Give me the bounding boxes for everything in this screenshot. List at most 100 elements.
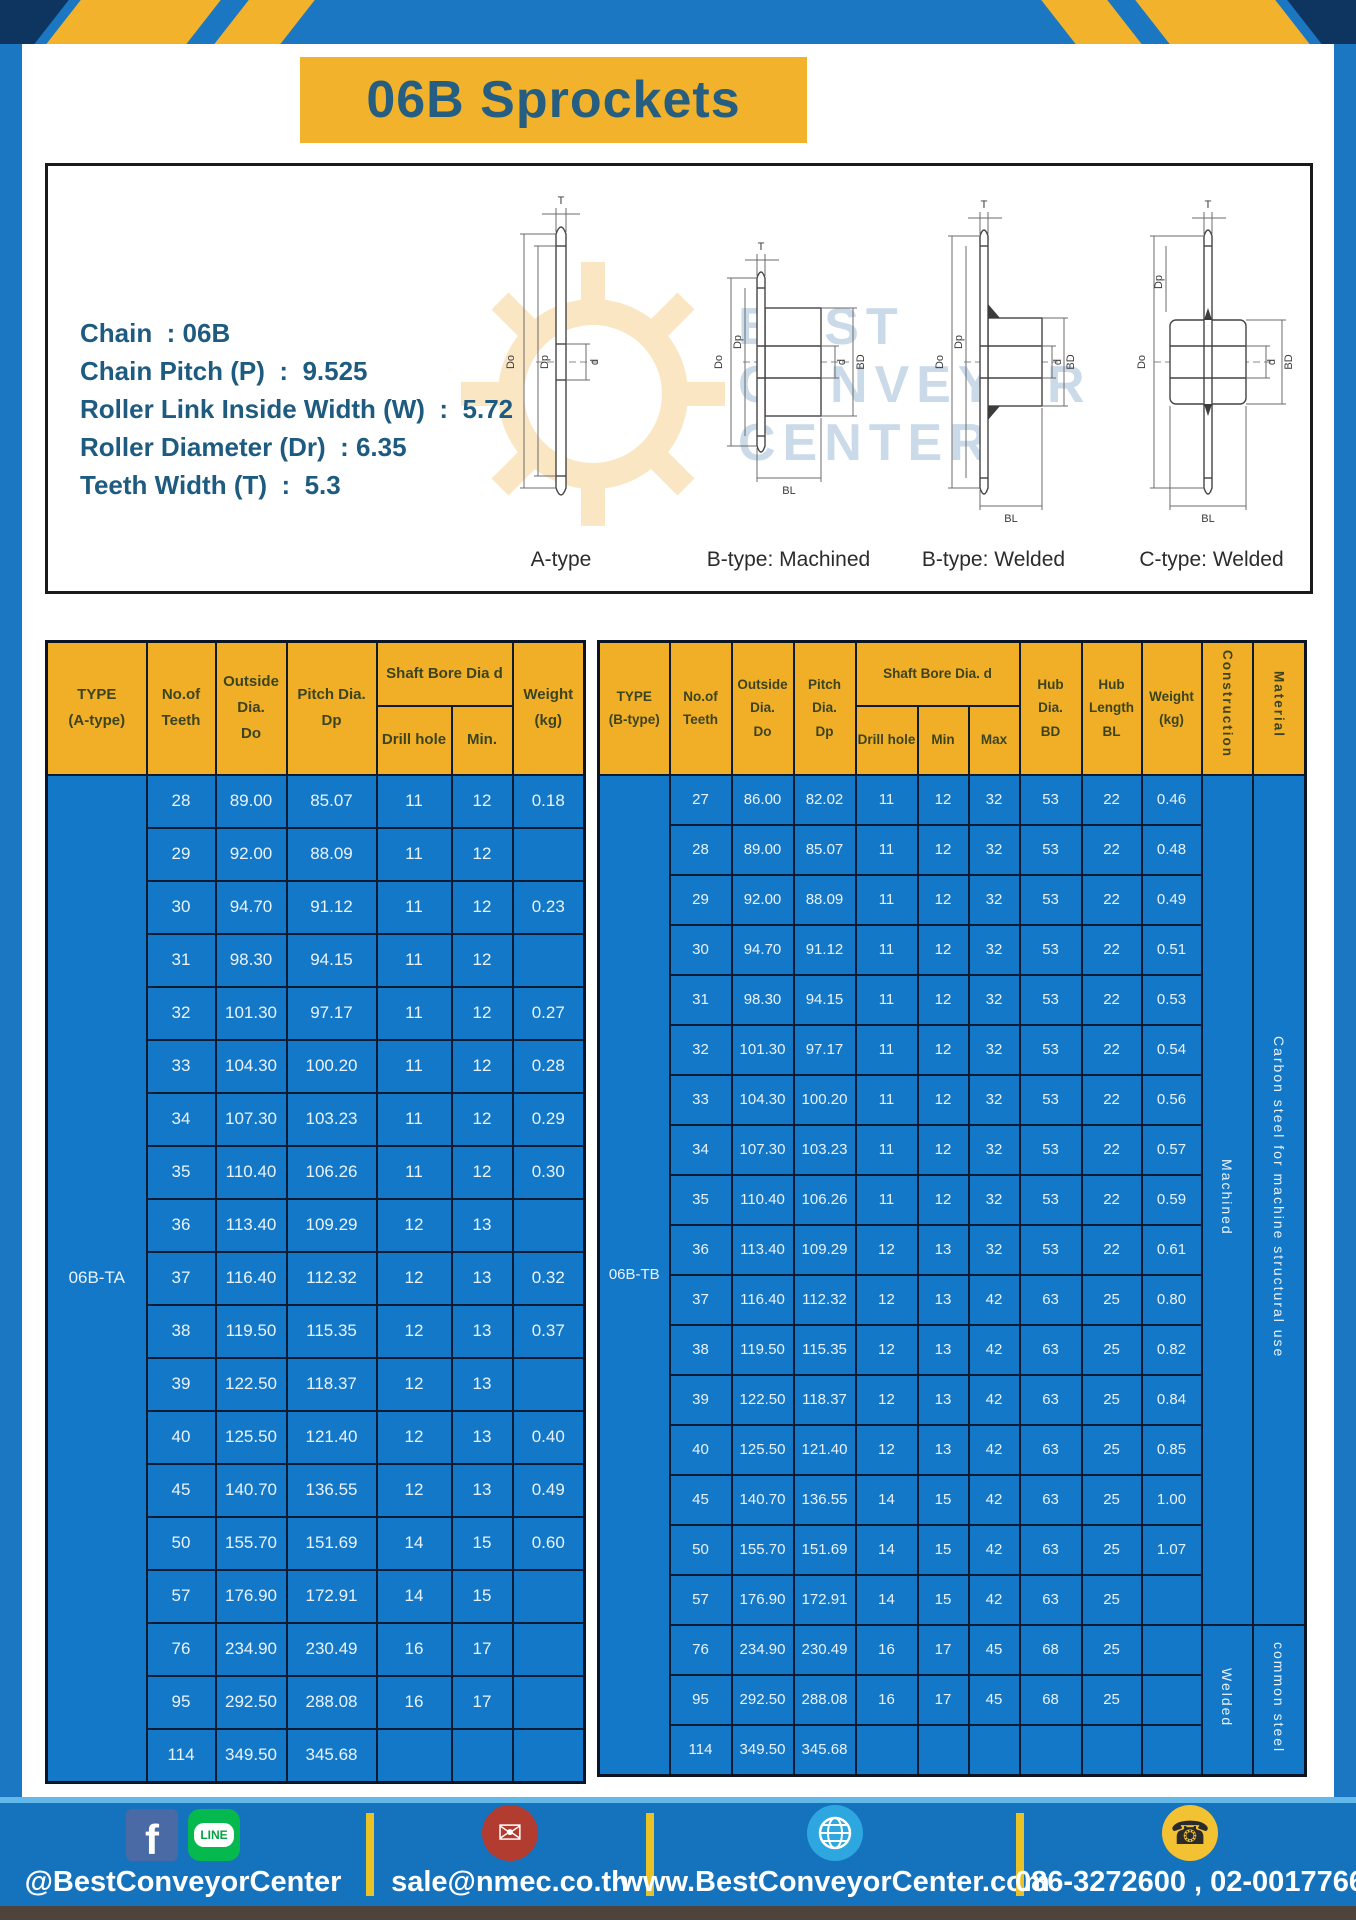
table-cell: 172.91 (285, 1568, 378, 1624)
col-header-hub-length: Hub Length BL (1080, 640, 1143, 776)
table-cell: 15 (916, 1573, 970, 1626)
b-type-table: TYPE (B-type) No.of Teeth Outside Dia. D… (597, 640, 1308, 1777)
dim-dp-label: Dp (1153, 275, 1165, 289)
col-header-weight: Weight (kg) (511, 640, 586, 776)
table-cell: 0.40 (511, 1409, 586, 1465)
table-cell: 22 (1080, 1023, 1143, 1076)
table-cell: 12 (854, 1423, 919, 1476)
table-cell: 37 (668, 1273, 733, 1326)
table-cell (511, 1727, 586, 1783)
table-cell (511, 1197, 586, 1253)
dim-bl-label: BL (782, 485, 795, 497)
table-cell: 11 (375, 932, 453, 988)
b-type-machined-caption: B-type: Machined (706, 548, 871, 571)
table-cell: 136.55 (792, 1473, 857, 1526)
table-cell: 53 (1018, 923, 1083, 976)
title-banner: 06B Sprockets (300, 57, 807, 143)
table-cell: 25 (1080, 1423, 1143, 1476)
material-header-label: Material (1271, 670, 1287, 738)
table-cell: 11 (854, 773, 919, 826)
table-cell: 12 (450, 826, 514, 882)
table-cell: 109.29 (285, 1197, 378, 1253)
table-cell: 36 (145, 1197, 217, 1253)
table-cell: 101.30 (214, 985, 288, 1041)
table-cell (511, 1356, 586, 1412)
table-cell: 12 (916, 823, 970, 876)
table-cell: 68 (1018, 1673, 1083, 1726)
table-cell: 103.23 (285, 1091, 378, 1147)
dim-do-label: Do (505, 355, 517, 369)
top-band (0, 0, 1356, 44)
table-cell: 1.07 (1140, 1523, 1203, 1576)
table-cell: 97.17 (285, 985, 378, 1041)
col-header-type: TYPE (B-type) (597, 640, 671, 776)
table-cell: 11 (375, 826, 453, 882)
table-cell: 31 (668, 973, 733, 1026)
table-cell (1140, 1673, 1203, 1726)
social-handle: @BestConveyorCenter (24, 1866, 342, 1898)
table-row: 114 349.50 345.68 (599, 1723, 1306, 1776)
table-cell: 151.69 (792, 1523, 857, 1576)
table-row: 29 92.00 88.09 11 12 (47, 826, 586, 882)
table-cell: 12 (450, 1038, 514, 1094)
col-header-shaft-bore: Shaft Bore Dia. d (854, 640, 1021, 707)
table-cell: 140.70 (730, 1473, 795, 1526)
table-cell: 115.35 (792, 1323, 857, 1376)
table-cell: 13 (916, 1373, 970, 1426)
table-cell: 176.90 (214, 1568, 288, 1624)
table-row: 114 349.50 345.68 (47, 1727, 586, 1783)
table-cell: 0.30 (511, 1144, 586, 1200)
watermark-line: CENTER (738, 414, 994, 472)
table-cell: 92.00 (730, 873, 795, 926)
table-cell: 12 (916, 1023, 970, 1076)
table-cell: 104.30 (730, 1073, 795, 1126)
table-cell: 0.49 (511, 1462, 586, 1518)
table-cell: 12 (450, 1144, 514, 1200)
table-row: 76 234.90 230.49 16 17 (47, 1621, 586, 1677)
dim-t-label: T (1205, 199, 1212, 211)
material-cell: Carbon steel for machine structural use (1251, 773, 1307, 1626)
table-cell: 345.68 (285, 1727, 378, 1783)
right-border (1334, 0, 1356, 1920)
table-cell: 14 (854, 1473, 919, 1526)
table-cell: 122.50 (730, 1373, 795, 1426)
table-cell: 0.84 (1140, 1373, 1203, 1426)
table-cell: 53 (1018, 1023, 1083, 1076)
table-cell: 13 (916, 1273, 970, 1326)
table-row: 32 101.30 97.17 11 12 0.27 (47, 985, 586, 1041)
table-cell (375, 1727, 453, 1783)
table-cell: 100.20 (792, 1073, 857, 1126)
table-cell: 53 (1018, 1173, 1083, 1226)
table-row: 36 113.40 109.29 12 13 32 53 22 0.61 (599, 1223, 1306, 1276)
table-cell: 100.20 (285, 1038, 378, 1094)
dim-bl-label: BL (1004, 513, 1017, 525)
dim-bl-label: BL (1201, 513, 1214, 525)
email-icon: ✉ (482, 1805, 538, 1861)
table-cell: 13 (450, 1356, 514, 1412)
col-header-type: TYPE (A-type) (45, 640, 148, 776)
table-cell: 98.30 (730, 973, 795, 1026)
table-cell: 114 (668, 1723, 733, 1776)
table-cell: 12 (854, 1373, 919, 1426)
table-cell: 14 (375, 1568, 453, 1624)
table-cell: 68 (1018, 1623, 1083, 1676)
table-cell: 0.32 (511, 1250, 586, 1306)
table-cell: 22 (1080, 1123, 1143, 1176)
footer-website-section: www.BestConveyorCenter.com (620, 1803, 1050, 1906)
table-cell: 292.50 (730, 1673, 795, 1726)
table-cell: 53 (1018, 1223, 1083, 1276)
table-cell: 63 (1018, 1373, 1083, 1426)
table-row: 39 122.50 118.37 12 13 42 63 25 0.84 (599, 1373, 1306, 1426)
construction-cell: Welded (1200, 1623, 1254, 1776)
table-cell: 12 (916, 1073, 970, 1126)
table-cell: 32 (967, 1073, 1021, 1126)
table-cell: 122.50 (214, 1356, 288, 1412)
table-row: 30 94.70 91.12 11 12 0.23 (47, 879, 586, 935)
table-cell: 32 (967, 923, 1021, 976)
construction-cell: Machined (1200, 773, 1254, 1626)
table-cell: 37 (145, 1250, 217, 1306)
table-row: 29 92.00 88.09 11 12 32 53 22 0.49 (599, 873, 1306, 926)
table-row: 50 155.70 151.69 14 15 42 63 25 1.07 (599, 1523, 1306, 1576)
table-cell: 0.23 (511, 879, 586, 935)
table-cell: 288.08 (285, 1674, 378, 1730)
